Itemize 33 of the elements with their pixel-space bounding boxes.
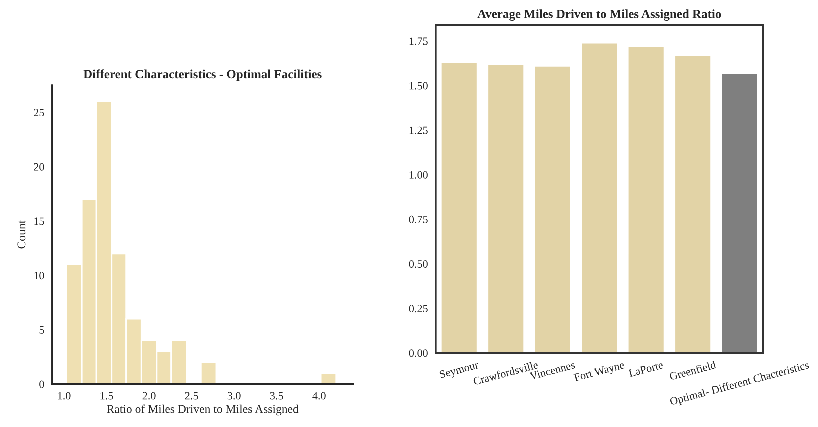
y-tick-label: 0.50 [409,260,428,268]
x-tick-label: 3.0 [228,392,241,400]
y-tick-label: 5 [40,326,44,334]
chart-title: Average Miles Driven to Miles Assigned Ratio [478,10,722,22]
bar [627,46,666,354]
y-tick-label: 10 [34,272,44,280]
x-axis-title: Ratio of Miles Driven to Miles Assigned [107,404,299,416]
bar [440,62,478,354]
x-tick-label: 1.5 [100,392,114,400]
y-tick-label: 0.25 [409,305,428,313]
x-tick-label: 2.5 [185,392,198,400]
y-tick-label: 0.00 [409,350,428,358]
y-axis-title: Count [18,220,26,249]
y-tick-label: 1.75 [410,38,428,46]
bar [487,64,526,354]
y-tick-label: 20 [34,163,44,171]
x-tick-label: 2.0 [142,392,156,400]
bar [534,65,572,354]
bar [720,72,759,354]
x-tick-label: 3.5 [270,392,284,400]
y-tick-label: 0.75 [409,216,428,224]
chart-title: Different Characteristics - Optimal Facilities [84,70,322,82]
y-tick-label: 1.25 [410,126,428,134]
y-tick-label: 0 [40,380,44,388]
x-tick-label: 1.0 [58,392,71,400]
y-tick-label: 25 [34,109,44,117]
bar [580,42,619,354]
bar [674,54,712,354]
y-tick-label: 15 [34,218,44,226]
y-tick-label: 1.00 [410,171,428,179]
y-tick-label: 1.50 [410,82,428,90]
x-tick-label: 4.0 [312,392,326,400]
x-tick-label: LaPorte [628,361,664,378]
